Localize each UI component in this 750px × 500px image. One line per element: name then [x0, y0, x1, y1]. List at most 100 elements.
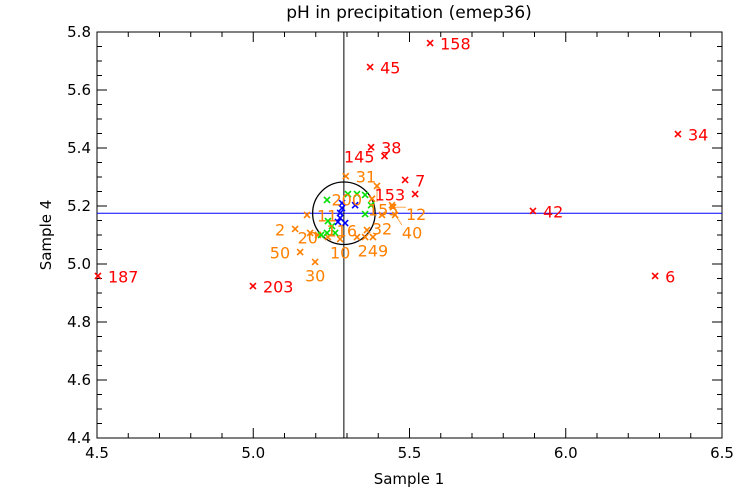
point-label: 6: [665, 267, 675, 286]
point-marker: [361, 191, 369, 199]
data-point: [361, 233, 369, 241]
point-marker: [324, 217, 332, 225]
data-point: [361, 191, 369, 199]
point-label: 50: [270, 244, 290, 263]
point-marker: [331, 229, 339, 237]
point-marker: [401, 176, 409, 184]
data-point: [303, 211, 311, 219]
point-label: 155: [368, 201, 399, 220]
point-label: 40: [402, 223, 422, 242]
point-marker: [674, 130, 682, 138]
data-point: [353, 233, 361, 241]
data-point: [296, 248, 304, 256]
data-point: [341, 219, 349, 227]
data-point: [336, 235, 344, 243]
y-tick-label: 5.6: [67, 81, 91, 99]
data-point: [367, 201, 375, 209]
data-point: [411, 190, 419, 198]
point-marker: [323, 229, 331, 237]
data-point: [368, 195, 376, 203]
y-tick-label: 5.0: [67, 255, 91, 273]
data-point: [651, 272, 659, 280]
x-axis-label: Sample 1: [374, 470, 445, 488]
data-point: [529, 207, 537, 215]
point-label: 34: [688, 126, 708, 145]
point-marker: [342, 172, 350, 180]
point-marker: [336, 235, 344, 243]
x-tick-label: 5.0: [241, 444, 265, 462]
point-marker: [353, 233, 361, 241]
x-tick-label: 6.0: [554, 444, 578, 462]
point-marker: [369, 233, 377, 241]
point-marker: [328, 222, 336, 230]
point-label: 249: [358, 242, 389, 261]
point-marker: [367, 201, 375, 209]
point-marker: [338, 204, 346, 212]
point-marker: [380, 152, 389, 160]
point-marker: [291, 225, 299, 233]
point-label: 12: [406, 205, 426, 224]
point-label: 38: [381, 139, 401, 158]
y-axis-label: Sample 4: [37, 200, 55, 271]
data-point: [342, 172, 350, 180]
point-marker: [378, 211, 386, 219]
data-point: [367, 143, 375, 151]
chart-title: pH in precipitation (emep36): [286, 3, 532, 23]
data-point: [369, 233, 377, 241]
x-tick-label: 6.5: [710, 444, 734, 462]
data-point: [306, 229, 314, 237]
data-point: [351, 201, 359, 209]
point-label: 10: [330, 244, 350, 263]
data-point: [317, 231, 325, 239]
point-label: 116: [326, 222, 357, 241]
axes: 4.5 5.0 5.5 6.0 6.5 4.4 4.6 4.8 5.0 5.2 5.4 5.6 5.8: [67, 23, 734, 462]
data-point: [323, 229, 331, 237]
point-marker: [94, 272, 102, 280]
point-marker: [353, 190, 361, 198]
point-label: 45: [380, 59, 400, 78]
point-label: 11: [317, 206, 337, 225]
point-labels: 158 45 38 145 7 153 34 42 6 203 187 31 155 200 12 32 40 1…: [108, 35, 708, 297]
point-marker: [367, 143, 375, 151]
data-point: [366, 63, 374, 71]
data-point: [334, 218, 342, 226]
point-marker: [426, 39, 434, 47]
target-circle: [311, 181, 376, 246]
point-label: 30: [305, 266, 325, 285]
point-label: 203: [263, 278, 294, 297]
point-marker: [317, 231, 325, 239]
data-point: [353, 190, 361, 198]
point-marker: [351, 201, 359, 209]
x-tick-label: 5.5: [398, 444, 422, 462]
data-point: [426, 39, 434, 47]
data-point: [336, 214, 344, 222]
y-tick-label: 5.8: [67, 23, 91, 41]
label-leaders: [376, 185, 406, 226]
data-point: [249, 282, 257, 290]
point-marker: [361, 210, 369, 218]
point-marker: [363, 226, 371, 234]
data-point: [674, 130, 682, 138]
point-label: 42: [543, 202, 563, 221]
point-marker: [334, 218, 342, 226]
point-marker: [361, 233, 369, 241]
point-marker: [341, 219, 349, 227]
y-tick-label: 4.6: [67, 371, 91, 389]
x-tick-label: 4.5: [85, 444, 109, 462]
point-marker: [651, 272, 659, 280]
data-point: [344, 190, 352, 198]
data-point: [380, 152, 389, 160]
point-marker: [306, 229, 314, 237]
point-marker: [303, 211, 311, 219]
data-point: [361, 210, 369, 218]
point-label: 2: [275, 220, 285, 239]
y-tick-label: 5.4: [67, 139, 91, 157]
point-label: 153: [375, 186, 406, 205]
point-label: 31: [356, 168, 376, 187]
point-marker: [296, 248, 304, 256]
data-point: [311, 258, 319, 266]
point-marker: [411, 190, 419, 198]
point-label: 145: [344, 148, 375, 167]
point-marker: [344, 190, 352, 198]
data-point: [331, 229, 339, 237]
